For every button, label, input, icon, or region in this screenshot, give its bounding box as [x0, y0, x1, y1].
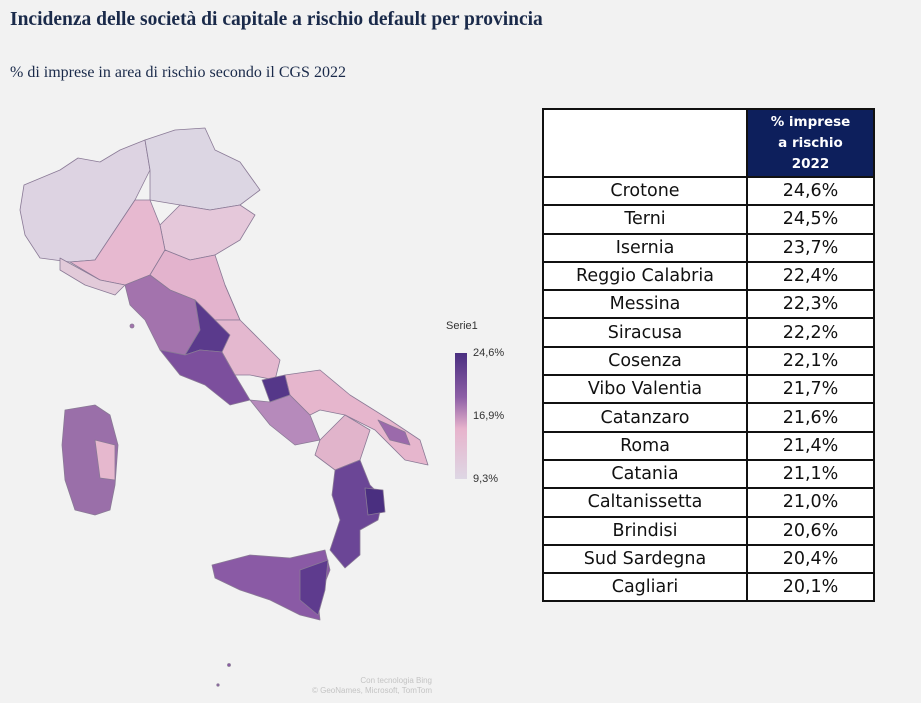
table-header-row: % imprese a rischio 2022	[542, 108, 875, 178]
header-line-3: 2022	[791, 155, 830, 172]
region-liguria	[59, 257, 126, 296]
table-row: Isernia 23,7%	[542, 232, 875, 263]
risk-value: 20,1%	[746, 572, 875, 603]
province-name: Terni	[542, 204, 748, 235]
table-row: Cagliari 20,1%	[542, 572, 875, 603]
risk-value: 21,4%	[746, 430, 875, 461]
table-row: Brindisi 20,6%	[542, 515, 875, 546]
region-lazio	[159, 349, 251, 406]
legend-max-label: 24,6%	[473, 347, 505, 359]
risk-value: 22,4%	[746, 260, 875, 292]
risk-value: 24,6%	[746, 175, 875, 207]
province-name: Cosenza	[542, 345, 748, 377]
region-alps	[144, 127, 261, 211]
province-name: Catanzaro	[542, 402, 748, 433]
island-small-2	[216, 683, 220, 687]
risk-value: 22,3%	[746, 289, 875, 320]
province-name: Messina	[542, 289, 748, 320]
risk-value: 21,6%	[746, 402, 875, 433]
header-line-2: a rischio	[778, 134, 843, 151]
region-northeast	[159, 204, 256, 261]
table-row: Siracusa 22,2%	[542, 317, 875, 348]
ranking-table: % imprese a rischio 2022 Crotone 24,6% Ter…	[542, 108, 875, 603]
credit-line-2: © GeoNames, Microsoft, TomTom	[312, 686, 432, 695]
province-name: Roma	[542, 430, 748, 461]
legend-mid-label: 16,9%	[473, 410, 505, 422]
table-row: Crotone 24,6%	[542, 175, 875, 207]
legend-color-scale	[455, 353, 467, 479]
table-row: Catania 21,1%	[542, 458, 875, 490]
province-name: Caltanissetta	[542, 487, 748, 518]
region-calabria	[329, 459, 384, 569]
province-name: Reggio Calabria	[542, 260, 748, 292]
legend-title: Serie1	[446, 320, 478, 332]
risk-value: 21,0%	[746, 487, 875, 518]
region-sardinia-east	[94, 439, 116, 481]
table-row: Vibo Valentia 21,7%	[542, 374, 875, 405]
credit-line-1: Con tecnologia Bing	[360, 676, 432, 685]
table-row: Reggio Calabria 22,4%	[542, 260, 875, 292]
table-row: Terni 24,5%	[542, 204, 875, 235]
map-svg	[19, 127, 429, 687]
table-row: Messina 22,3%	[542, 289, 875, 320]
island-small-1	[227, 663, 231, 667]
region-crotone	[364, 487, 386, 516]
page-subtitle: % di imprese in area di rischio secondo …	[10, 64, 346, 81]
risk-value: 22,2%	[746, 317, 875, 348]
province-name: Cagliari	[542, 572, 748, 603]
region-abruzzo	[214, 284, 281, 381]
island-elba	[129, 323, 135, 329]
risk-value: 22,1%	[746, 345, 875, 377]
region-puglia	[284, 369, 429, 466]
province-name: Brindisi	[542, 515, 748, 546]
table-row: Roma 21,4%	[542, 430, 875, 461]
risk-value: 24,5%	[746, 204, 875, 235]
risk-value: 23,7%	[746, 232, 875, 263]
province-name: Sud Sardegna	[542, 543, 748, 575]
italy-choropleth-map	[0, 100, 540, 703]
table-row: Caltanissetta 21,0%	[542, 487, 875, 518]
table-row: Cosenza 22,1%	[542, 345, 875, 377]
table-body: Crotone 24,6% Terni 24,5% Isernia 23,7% Reggio…	[542, 175, 875, 603]
region-brindisi	[377, 419, 411, 446]
map-credit: Con tecnologia Bing © GeoNames, Microsof…	[272, 676, 432, 696]
table-header-blank	[542, 108, 748, 178]
table-header-value: % imprese a rischio 2022	[746, 108, 875, 178]
page-title: Incidenza delle società di capitale a ri…	[10, 9, 543, 30]
region-sardinia	[61, 404, 119, 516]
table-row: Sud Sardegna 20,4%	[542, 543, 875, 575]
province-name: Siracusa	[542, 317, 748, 348]
province-name: Crotone	[542, 175, 748, 207]
region-sicily-east	[299, 559, 329, 616]
risk-value: 21,7%	[746, 374, 875, 405]
risk-value: 20,4%	[746, 543, 875, 575]
province-name: Catania	[542, 458, 748, 490]
legend-min-label: 9,3%	[473, 473, 499, 485]
risk-value: 20,6%	[746, 515, 875, 546]
table-row: Catanzaro 21,6%	[542, 402, 875, 433]
risk-value: 21,1%	[746, 458, 875, 490]
province-name: Vibo Valentia	[542, 374, 748, 405]
province-name: Isernia	[542, 232, 748, 263]
header-line-1: % imprese	[770, 113, 851, 130]
